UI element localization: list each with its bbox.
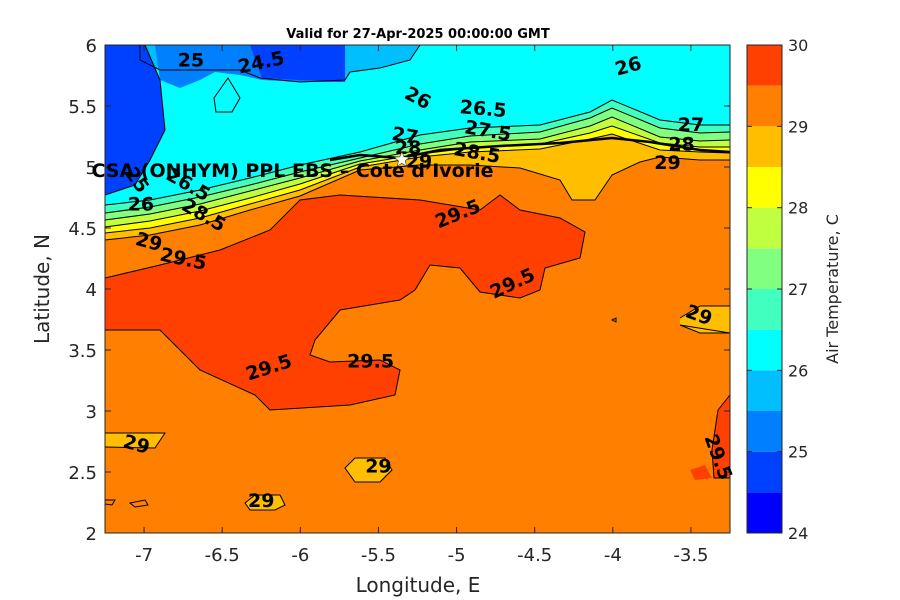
contour-fill-band-26-5: [105, 100, 730, 213]
x-tick-label: -3.5: [673, 545, 708, 566]
contour-label: 29: [406, 151, 432, 173]
contour-line: [105, 107, 730, 214]
x-tick-label: -4: [604, 545, 622, 566]
contour-fill-band-28-5: [105, 134, 730, 240]
colorbar-band: [747, 45, 782, 86]
contour-fill-band-28-5e: [245, 495, 285, 510]
colorbar-band: [747, 289, 782, 330]
colorbar-tick-label: 26: [788, 361, 808, 380]
contour-line: [213, 77, 241, 113]
y-axis-label: Latitude, N: [30, 234, 54, 344]
colorbar-band: [747, 329, 782, 371]
contour-fill-band-26-island: [214, 78, 240, 112]
colorbar-band: [747, 167, 782, 208]
contour-line: [105, 45, 166, 196]
contour-label: 29.5: [347, 351, 394, 373]
colorbar-band: [747, 411, 782, 452]
x-axis-label: Longitude, E: [356, 573, 481, 597]
x-tick-label: -7: [135, 545, 153, 566]
y-tick-label: 3: [86, 402, 97, 423]
contour-label: 27: [390, 123, 420, 149]
contour-label: 28: [668, 134, 694, 156]
coastline: [329, 136, 730, 162]
contour-label: 26: [128, 193, 154, 215]
contour-line: [711, 394, 730, 479]
x-axis: -7 -6.5 -6 -5.5 -5 -4.5 -4 -3.5: [135, 45, 709, 566]
x-tick-label: -5.5: [361, 545, 396, 566]
y-tick-label: 3.5: [68, 341, 97, 362]
contour-line: [128, 499, 149, 508]
contour-line: [610, 317, 617, 323]
contour-fill-band-27: [105, 108, 730, 220]
y-tick-label: 5: [86, 158, 97, 179]
x-tick-label: -6.5: [205, 545, 240, 566]
contour-line: [344, 457, 393, 483]
contour-fill-band-29-5b: [712, 395, 730, 478]
contour-plot: [105, 45, 730, 533]
colorbar-band: [747, 248, 782, 289]
contour-label: 26.5: [459, 96, 508, 122]
contour-line: [105, 499, 116, 506]
contour-fill-band-28-5c: [680, 306, 730, 333]
colorbar-band: [747, 126, 782, 167]
contour-label: 29: [248, 490, 274, 512]
contour-line: [105, 133, 730, 234]
site-star-marker: [393, 150, 411, 167]
colorbar-band: [747, 85, 782, 127]
colorbar-band: [747, 451, 782, 493]
chart-title: Valid for 27-Apr-2025 00:00:00 GMT: [286, 27, 550, 42]
colorbar-tick-label: 24: [788, 524, 808, 543]
contour-line: [105, 194, 586, 411]
contour-line: [244, 494, 286, 511]
colorbar-band: [747, 370, 782, 411]
contour-line: [139, 45, 421, 83]
x-tick-label: -4.5: [517, 545, 552, 566]
contour-line: [105, 99, 730, 206]
contour-fill-band-28-5d: [345, 458, 392, 482]
y-tick-label: 2: [86, 524, 97, 545]
contour-fill-band-27-5: [105, 117, 730, 227]
contour-label: 25: [178, 49, 204, 71]
site-label: CSA (ONHYM) PPL EBS – Cote d’Ivorie: [91, 160, 493, 182]
colorbar-tick-label: 27: [788, 280, 808, 299]
contour-line: [105, 432, 166, 449]
x-tick-label: -6: [291, 545, 309, 566]
y-tick-label: 6: [86, 36, 97, 57]
contour-fill-band-28: [105, 126, 730, 233]
colorbar-band: [747, 207, 782, 249]
contour-fill-band-24-5: [105, 45, 165, 195]
y-tick-label: 4.5: [68, 219, 97, 240]
contour-line: [105, 156, 730, 241]
contour-fill-band-24-5b: [250, 45, 345, 82]
contour-fill-band-26: [105, 45, 730, 205]
colorbar-label: Air Temperature, C: [823, 214, 842, 364]
colorbar-tick-label: 25: [788, 443, 808, 462]
contour-line: [105, 125, 730, 228]
y-axis: 2 2.5 3 3.5 4 4.5 5 5.5 6: [68, 36, 730, 545]
y-tick-label: 5.5: [68, 97, 97, 118]
contour-line: [679, 305, 730, 334]
contour-fill-band-29-5: [105, 195, 585, 410]
x-tick-label: -5: [448, 545, 466, 566]
colorbar-tick-label: 30: [788, 36, 808, 55]
colorbar-band: [747, 492, 782, 533]
contour-label: 27: [678, 114, 704, 136]
contour-fill-band-28-5b: [105, 433, 165, 448]
contour-label: 29: [654, 152, 680, 174]
colorbar: 24 25 26 27 28 29 30: [746, 36, 808, 543]
colorbar-tick-label: 28: [788, 199, 808, 218]
colorbar-tick-label: 29: [788, 117, 808, 136]
contour-label: 29: [365, 456, 391, 478]
contour-line: [105, 116, 730, 221]
y-tick-label: 4: [86, 280, 97, 301]
y-tick-label: 2.5: [68, 463, 97, 484]
contour-fill-band-29-5c: [690, 465, 712, 480]
